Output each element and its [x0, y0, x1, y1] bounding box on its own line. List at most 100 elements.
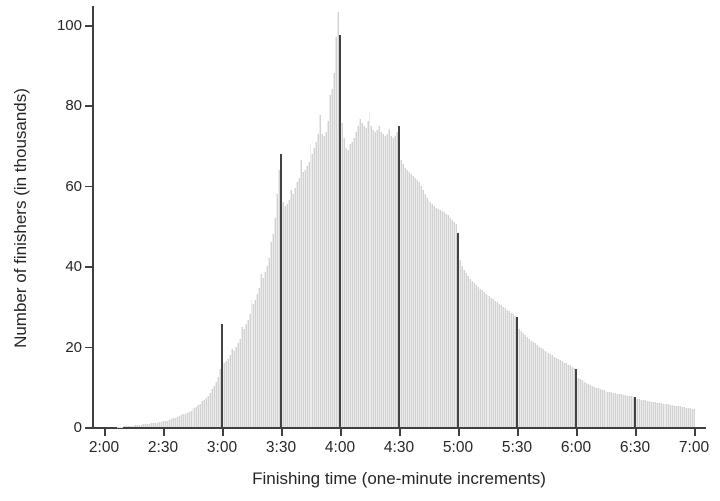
x-tick-label: 5:00	[442, 439, 474, 456]
histogram-bar	[445, 213, 448, 427]
histogram-bar	[643, 400, 646, 427]
histogram-bar	[683, 407, 686, 427]
histogram-bar	[500, 305, 503, 427]
histogram-bar	[571, 366, 574, 427]
histogram-bar	[681, 406, 684, 427]
histogram-bar	[557, 359, 560, 427]
histogram-bar	[368, 112, 371, 427]
histogram-bar	[441, 210, 444, 427]
histogram-bar	[433, 205, 436, 427]
histogram-bar	[219, 368, 221, 427]
histogram-bar	[126, 426, 129, 427]
histogram-bar	[419, 185, 422, 427]
histogram-bar	[213, 385, 216, 427]
histogram-bar	[470, 281, 473, 427]
histogram-bar	[535, 344, 538, 427]
histogram-bar	[490, 297, 493, 427]
histogram-bar	[645, 400, 648, 427]
histogram-bar	[661, 403, 664, 427]
histogram-bar	[510, 312, 513, 427]
histogram-bar	[175, 416, 178, 427]
histogram-bar	[317, 133, 320, 427]
histogram-bar	[134, 425, 137, 427]
histogram-bar	[423, 193, 426, 427]
histogram-bar	[687, 407, 690, 427]
histogram-bar	[451, 219, 454, 427]
x-tick-label: 4:30	[383, 439, 415, 456]
histogram-bar	[504, 308, 507, 427]
histogram-bar	[407, 171, 410, 427]
histogram-bar	[517, 328, 520, 427]
histogram-bar	[331, 89, 334, 427]
histogram-bar	[565, 363, 568, 427]
histogram-bar	[224, 360, 227, 427]
y-tick	[85, 346, 92, 349]
histogram-bar	[620, 394, 623, 427]
y-axis-line	[92, 6, 94, 429]
histogram-bar	[508, 311, 511, 427]
histogram-bar	[468, 279, 471, 427]
histogram-bar	[128, 425, 131, 427]
histogram-bar	[252, 304, 255, 427]
x-tick-label: 4:00	[324, 439, 356, 456]
histogram-bar	[335, 37, 338, 427]
histogram-bar	[586, 383, 589, 427]
histogram-bar	[352, 137, 355, 427]
histogram-bar	[217, 376, 220, 427]
histogram-bar	[303, 169, 306, 427]
histogram-bar	[630, 396, 633, 427]
histogram-bar	[183, 413, 186, 427]
histogram-bar	[228, 355, 231, 427]
x-tick	[104, 428, 106, 436]
histogram-bar	[478, 288, 481, 427]
milestone-spike	[220, 324, 224, 427]
histogram-bar	[594, 387, 597, 427]
histogram-bar	[453, 221, 456, 427]
histogram-bar	[274, 217, 277, 427]
histogram-bar	[346, 149, 349, 427]
histogram-bar	[327, 121, 330, 427]
histogram-bar	[488, 296, 491, 427]
histogram-bar	[610, 392, 613, 427]
histogram-bar	[514, 316, 516, 427]
histogram-bar	[311, 153, 314, 427]
histogram-bar	[677, 406, 680, 427]
milestone-spike	[397, 126, 401, 427]
x-tick	[458, 428, 460, 436]
milestone-spike	[633, 396, 637, 427]
histogram-bar	[144, 424, 147, 427]
histogram-bar	[663, 404, 666, 427]
histogram-bar	[598, 389, 601, 427]
histogram-bar	[547, 353, 550, 427]
histogram-bar	[340, 123, 343, 427]
histogram-bar	[240, 326, 243, 427]
histogram-bar	[506, 309, 509, 427]
histogram-bar	[152, 422, 155, 427]
histogram-bar	[230, 348, 233, 427]
histogram-bar	[305, 165, 308, 427]
x-tick-label: 6:30	[619, 439, 651, 456]
histogram-bar	[415, 179, 418, 427]
histogram-bar	[388, 128, 391, 427]
x-tick	[222, 428, 224, 436]
histogram-bar	[529, 340, 532, 427]
x-tick	[399, 428, 401, 436]
milestone-spike	[456, 232, 460, 427]
histogram-bar	[545, 351, 548, 427]
histogram-bar	[281, 201, 284, 427]
histogram-bar	[124, 426, 127, 427]
histogram-bar	[138, 424, 141, 427]
histogram-bar	[167, 419, 170, 427]
histogram-bar	[179, 415, 182, 427]
histogram-bar	[665, 404, 668, 427]
histogram-bar	[592, 386, 595, 427]
histogram-bar	[207, 395, 210, 427]
histogram-bar	[325, 131, 328, 427]
histogram-bar	[165, 420, 168, 427]
histogram-bar	[519, 330, 522, 427]
histogram-bar	[372, 129, 375, 427]
histogram-bar	[553, 356, 556, 427]
histogram-bar	[222, 362, 225, 427]
histogram-bar	[582, 381, 585, 427]
histogram-bar	[421, 189, 424, 427]
